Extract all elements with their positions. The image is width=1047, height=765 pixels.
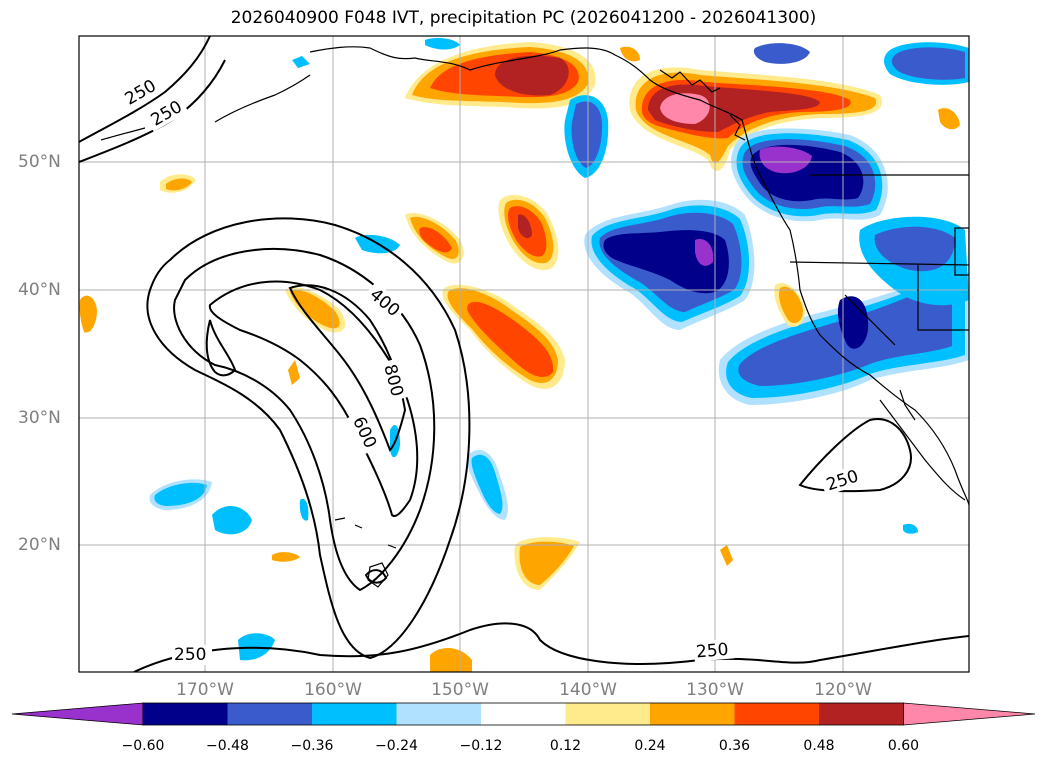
colorbar-cell: [143, 703, 228, 725]
colorbar-cell: [650, 703, 735, 725]
lon-label-170w: 170°W: [176, 680, 234, 700]
colorbar-cell: [734, 703, 819, 725]
colorbar-frame: [142, 702, 904, 726]
lat-label-20n: 20°N: [18, 535, 61, 555]
lat-label-30n: 30°N: [18, 408, 61, 428]
colorbar-tick-label: −0.24: [375, 738, 418, 754]
colorbar-tick-label: −0.60: [121, 738, 165, 754]
graticule: [79, 36, 969, 672]
colorbar-tick-label: −0.12: [459, 738, 503, 754]
colorbar-tick-label: 0.48: [803, 738, 835, 754]
colorbar-tick-label: 0.12: [549, 738, 582, 754]
colorbar-tick-label: 0.60: [887, 738, 920, 754]
colorbar-cell: [312, 703, 397, 725]
contour-label-800: 800: [379, 362, 407, 399]
contour-labels: 250 250 400 800 600 250 250 250: [117, 73, 865, 665]
map-title: 2026040900 F048 IVT, precipitation PC (2…: [230, 8, 817, 28]
colorbar-cell: [819, 703, 904, 725]
colorbar: [11, 702, 1036, 726]
colorbar-tick-label: −0.48: [206, 738, 249, 754]
coastlines: [100, 46, 969, 588]
precip-shading: [79, 37, 969, 672]
colorbar-tick-label: 0.36: [718, 738, 751, 754]
colorbar-cell: [565, 703, 650, 725]
colorbar-cell: [396, 703, 481, 725]
contour-label-250-d: 250: [174, 645, 206, 665]
colorbar-cell: [481, 703, 566, 725]
lon-label-130w: 130°W: [686, 680, 744, 700]
colorbar-tick-label: −0.36: [290, 738, 334, 754]
lon-label-140w: 140°W: [559, 680, 617, 700]
colorbar-tick-label: 0.24: [634, 738, 666, 754]
colorbar-extend-min: [11, 702, 144, 726]
lat-label-40n: 40°N: [18, 280, 61, 300]
lat-label-50n: 50°N: [18, 152, 61, 172]
lon-label-120w: 120°W: [814, 680, 872, 700]
map-plot: 250 250 400 800 600 250 250 250: [78, 35, 970, 673]
colorbar-extend-max: [903, 702, 1036, 726]
lon-label-150w: 150°W: [431, 680, 489, 700]
contour-label-250-e: 250: [695, 640, 729, 663]
colorbar-cell: [227, 703, 312, 725]
plot-frame: [78, 35, 970, 673]
lon-label-160w: 160°W: [304, 680, 362, 700]
